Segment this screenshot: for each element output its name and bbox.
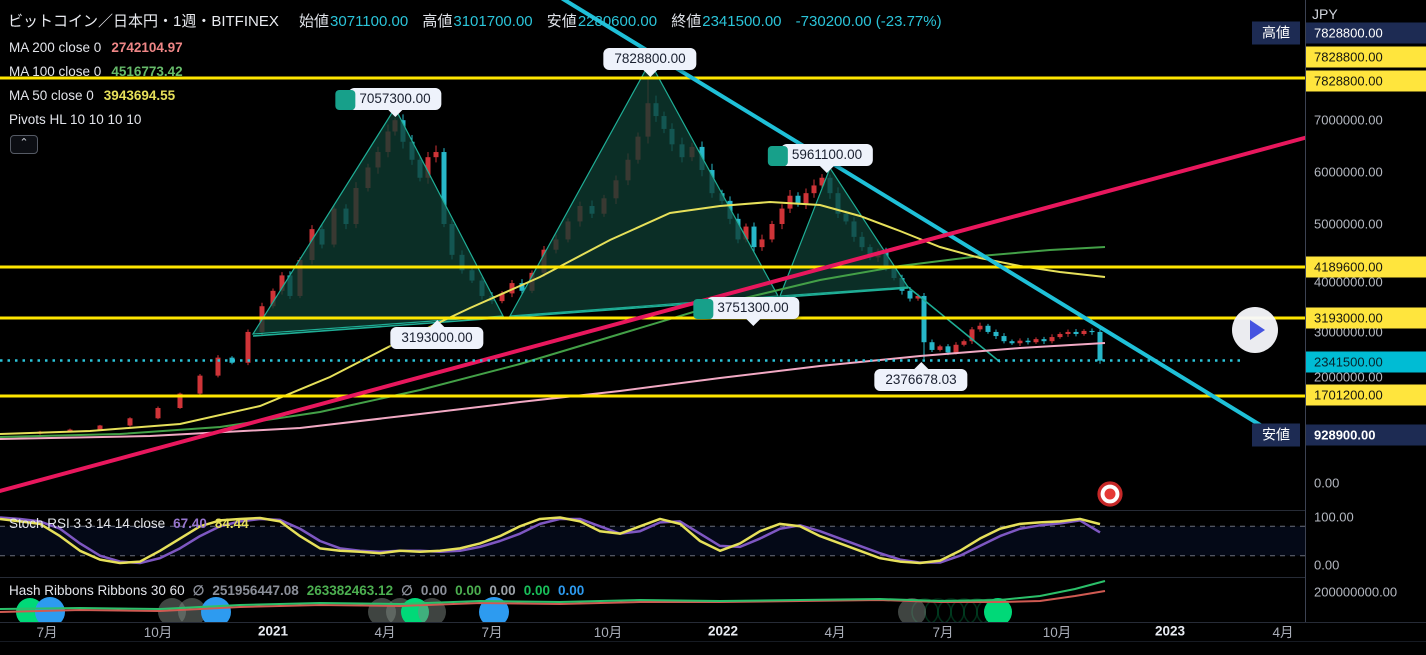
- time-axis-label: 4月: [374, 625, 396, 640]
- collapse-legend-button[interactable]: ⌃: [10, 135, 38, 154]
- price-axis-label: 2341500.00: [1306, 351, 1426, 373]
- price-callout[interactable]: 3751300.00: [693, 297, 800, 326]
- hash-ribbons-legend[interactable]: Hash Ribbons Ribbons 30 60 ∅ 251956447.08 2…: [9, 583, 585, 598]
- price-callout[interactable]: 7057300.00: [335, 88, 442, 117]
- ohlc-low: 安値2280600.00: [546, 13, 658, 30]
- price-axis-label: 5000000.00: [1314, 216, 1383, 232]
- pane-separator-stoch[interactable]: [0, 510, 1426, 511]
- indicator-value: 2742104.97: [111, 40, 183, 55]
- time-axis-label: 2022: [707, 623, 739, 639]
- price-axis-label: 7828800.00: [1306, 46, 1426, 68]
- price-axis-label: 7828800.00: [1306, 70, 1426, 92]
- time-axis-label: 4月: [1272, 625, 1294, 640]
- indicator-label: MA 100 close 0: [9, 64, 102, 79]
- pane-value: ∅: [401, 583, 413, 598]
- price-axis-label: 0.00: [1314, 557, 1340, 573]
- bottom-strip: [0, 641, 1426, 655]
- pattern-tag-icon: [693, 299, 714, 319]
- time-axis-label: 10月: [1042, 625, 1072, 640]
- price-axis-label: 2000000.00: [1314, 369, 1383, 385]
- pane-value: 0.00: [420, 583, 448, 598]
- price-axis-label: 7828800.00: [1306, 22, 1426, 44]
- symbol-title[interactable]: ビットコイン／日本円・1週・BITFINEX: [8, 13, 279, 30]
- indicator-label: MA 50 close 0: [9, 88, 94, 103]
- high-badge: 高値: [1252, 21, 1300, 45]
- indicator-row-1[interactable]: MA 100 close 0 4516773.42: [9, 64, 183, 79]
- price-callout[interactable]: 2376678.03: [874, 362, 968, 391]
- price-axis-label: 0.00: [1314, 475, 1340, 491]
- price-callout[interactable]: 5961100.00: [767, 144, 874, 173]
- price-axis-label: 928900.00: [1306, 424, 1426, 446]
- time-axis-label: 2021: [257, 623, 289, 639]
- indicator-label: Pivots HL 10 10 10 10: [9, 112, 142, 127]
- price-axis-currency: JPY: [1312, 6, 1338, 22]
- pane-separator-hash[interactable]: [0, 577, 1426, 578]
- time-axis[interactable]: [0, 622, 1426, 642]
- ohlc-high: 高値3101700.00: [422, 13, 533, 30]
- indicator-label: MA 200 close 0: [9, 40, 102, 55]
- price-axis-label: 200000000.00: [1314, 584, 1398, 600]
- pane-value: 263382463.12: [306, 583, 394, 598]
- pane-value: 0.00: [523, 583, 550, 598]
- price-axis-label: 6000000.00: [1314, 164, 1383, 180]
- pattern-tag-icon: [767, 146, 788, 166]
- time-axis-label: 7月: [481, 625, 503, 640]
- change-readout: -730200.00 (-23.77%): [795, 13, 942, 30]
- pane-value: 0.00: [455, 583, 482, 598]
- indicator-value: 4516773.42: [111, 64, 183, 79]
- price-callout[interactable]: 3193000.00: [390, 320, 484, 349]
- ohlc-close: 終値2341500.00: [671, 13, 782, 30]
- indicator-row-0[interactable]: MA 200 close 0 2742104.97: [9, 40, 183, 55]
- time-axis-label: 7月: [932, 625, 954, 640]
- time-axis-label: 2023: [1154, 623, 1186, 639]
- play-button[interactable]: [1232, 307, 1278, 353]
- low-badge: 安値: [1252, 423, 1300, 447]
- indicator-value: 3943694.55: [103, 88, 176, 103]
- time-axis-label: 7月: [36, 625, 58, 640]
- time-axis-label: 4月: [824, 625, 846, 640]
- pane-value: 67.40: [173, 516, 207, 531]
- indicator-row-3[interactable]: Pivots HL 10 10 10 10: [9, 112, 141, 127]
- time-axis-label: 10月: [143, 625, 173, 640]
- price-axis-label: 7000000.00: [1314, 112, 1383, 128]
- pane-value: ∅: [192, 583, 205, 598]
- indicator-row-2[interactable]: MA 50 close 0 3943694.55: [9, 88, 175, 103]
- pattern-tag-icon: [335, 90, 356, 110]
- pane-value: 84.44: [214, 516, 249, 531]
- pane-value: 0.00: [489, 583, 516, 598]
- price-axis-label: 1701200.00: [1306, 384, 1426, 406]
- time-axis-label: 10月: [593, 625, 623, 640]
- price-axis-label: 4189600.00: [1306, 256, 1426, 278]
- pane-value: 251956447.08: [212, 583, 299, 598]
- symbol-header: ビットコイン／日本円・1週・BITFINEX 始値3071100.00 高値31…: [8, 10, 952, 30]
- price-callout[interactable]: 7828800.00: [603, 48, 697, 77]
- price-axis-label: 100.00: [1314, 509, 1354, 525]
- price-axis-label: 4000000.00: [1314, 274, 1383, 290]
- ohlc-open: 始値3071100.00: [299, 13, 409, 30]
- stoch-rsi-legend[interactable]: Stoch RSI 3 3 14 14 close 67.40 84.44: [9, 516, 249, 531]
- price-axis-label: 3193000.00: [1306, 307, 1426, 329]
- pane-value: 0.00: [557, 583, 585, 598]
